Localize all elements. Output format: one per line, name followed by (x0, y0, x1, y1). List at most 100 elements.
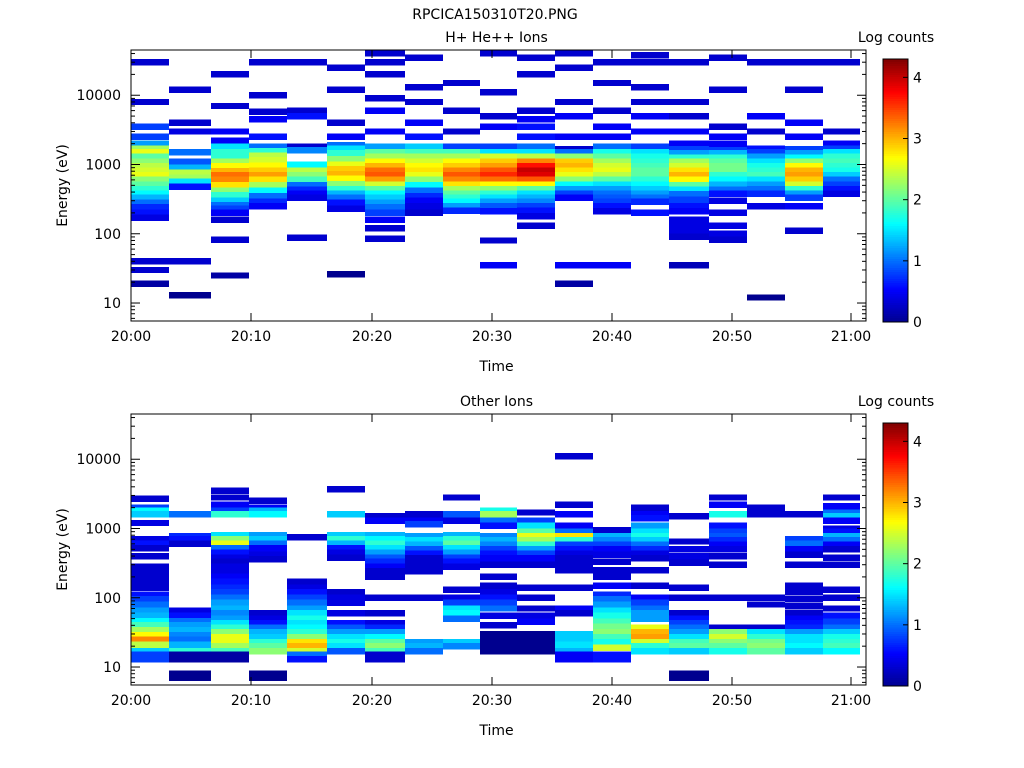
heatmap-cell (287, 172, 327, 179)
colorbar-step (883, 574, 908, 578)
heatmap-cell (327, 145, 365, 152)
colorbar-step (883, 297, 908, 301)
heatmap-cell (365, 225, 405, 232)
heatmap-cell (480, 50, 517, 57)
heatmap-cell (327, 628, 365, 636)
heatmap-cell (327, 171, 365, 178)
heatmap-cell (131, 631, 169, 639)
heatmap-cell (517, 594, 555, 601)
heatmap-cell (287, 615, 327, 622)
heatmap-cell (443, 605, 480, 612)
heatmap-cell (443, 162, 480, 170)
heatmap-cell (785, 162, 823, 170)
panel-2: 20:00 20:10 20:20 20:30 20:40 20:50 21:0010100… (55, 394, 934, 739)
panel-title: H+ He++ Ions (445, 30, 548, 46)
colorbar-step (883, 561, 908, 564)
heatmap-cell (517, 143, 555, 150)
heatmap-cell (131, 563, 169, 570)
heatmap-cell (405, 536, 443, 544)
colorbar-step (883, 260, 908, 264)
colorbar-tick-label: 0 (913, 315, 922, 331)
heatmap-cell (823, 643, 860, 650)
heatmap-cell (365, 235, 405, 242)
heatmap-cell (593, 59, 631, 66)
y-tick-label: 10000 (76, 452, 121, 468)
heatmap-cell (131, 199, 169, 206)
heatmap-cell (443, 172, 480, 179)
heatmap-cell (131, 591, 169, 599)
heatmap-cell (405, 158, 443, 165)
colorbar-step (883, 609, 908, 613)
heatmap-cell (785, 582, 823, 589)
heatmap-cell (517, 541, 555, 549)
colorbar-step (883, 194, 908, 198)
heatmap-cell (287, 638, 327, 646)
heatmap-cell (169, 651, 211, 658)
heatmap-cell (517, 158, 555, 165)
heatmap-cell (249, 615, 287, 622)
heatmap-cell (747, 643, 785, 650)
heatmap-cell (365, 107, 405, 114)
heatmap-cell (131, 568, 169, 575)
colorbar-step (883, 317, 908, 321)
heatmap-cell (327, 545, 365, 552)
heatmap-cell (249, 92, 287, 99)
colorbar-step (883, 589, 908, 593)
colorbar-step (883, 135, 908, 139)
heatmap-cell (169, 164, 211, 171)
colorbar-step (883, 74, 908, 78)
colorbar-step (883, 517, 908, 521)
heatmap-cell (631, 167, 669, 174)
heatmap-cell (327, 64, 365, 71)
heatmap-cell (669, 172, 709, 179)
heatmap-cell (365, 59, 405, 66)
heatmap-cell (823, 647, 860, 655)
heatmap-cell (517, 605, 555, 612)
heatmap-cell (365, 190, 405, 197)
colorbar-label: Log counts (858, 394, 934, 410)
colorbar-step (883, 186, 908, 189)
heatmap-cell (709, 209, 747, 217)
heatmap-cell (365, 209, 405, 217)
heatmap-cell (631, 599, 669, 606)
heatmap-cell (785, 619, 823, 627)
heatmap-cell (131, 158, 169, 165)
heatmap-cell (669, 128, 709, 135)
heatmap-cell (823, 586, 860, 594)
heatmap-cell (131, 573, 169, 581)
heatmap-cell (709, 176, 747, 184)
heatmap-cell (823, 541, 860, 549)
colorbar-step (883, 229, 908, 233)
heatmap-cell (169, 174, 211, 181)
colorbar-step (883, 168, 908, 172)
heatmap-cell (169, 291, 211, 299)
heatmap-cell (631, 647, 669, 655)
colorbar-step (883, 238, 908, 242)
heatmap-cell (480, 194, 517, 201)
x-axis-label: Time (478, 359, 513, 375)
colorbar-step (883, 512, 908, 516)
x-tick-label: 20:00 (111, 329, 151, 345)
heatmap-cell (480, 167, 517, 174)
colorbar-step (883, 212, 908, 216)
heatmap-cell (631, 546, 669, 553)
heatmap-cell (631, 609, 669, 617)
heatmap-cell (131, 140, 169, 147)
colorbar-step (883, 201, 908, 205)
heatmap-cell (555, 522, 593, 529)
heatmap-cell (365, 536, 405, 543)
colorbar-step (883, 666, 908, 670)
heatmap-cell (593, 607, 631, 614)
colorbar-step (883, 547, 908, 551)
colorbar-step (883, 91, 908, 95)
heatmap-cell (327, 624, 365, 631)
y-tick-label: 10 (103, 296, 121, 312)
heatmap-cell (211, 605, 249, 612)
heatmap-cell (327, 511, 365, 518)
heatmap-cell (249, 108, 287, 115)
heatmap-cell (443, 599, 480, 606)
heatmap-cell (785, 119, 823, 126)
heatmap-cell (785, 540, 823, 548)
heatmap-cell (327, 643, 365, 650)
heatmap-cell (211, 619, 249, 627)
